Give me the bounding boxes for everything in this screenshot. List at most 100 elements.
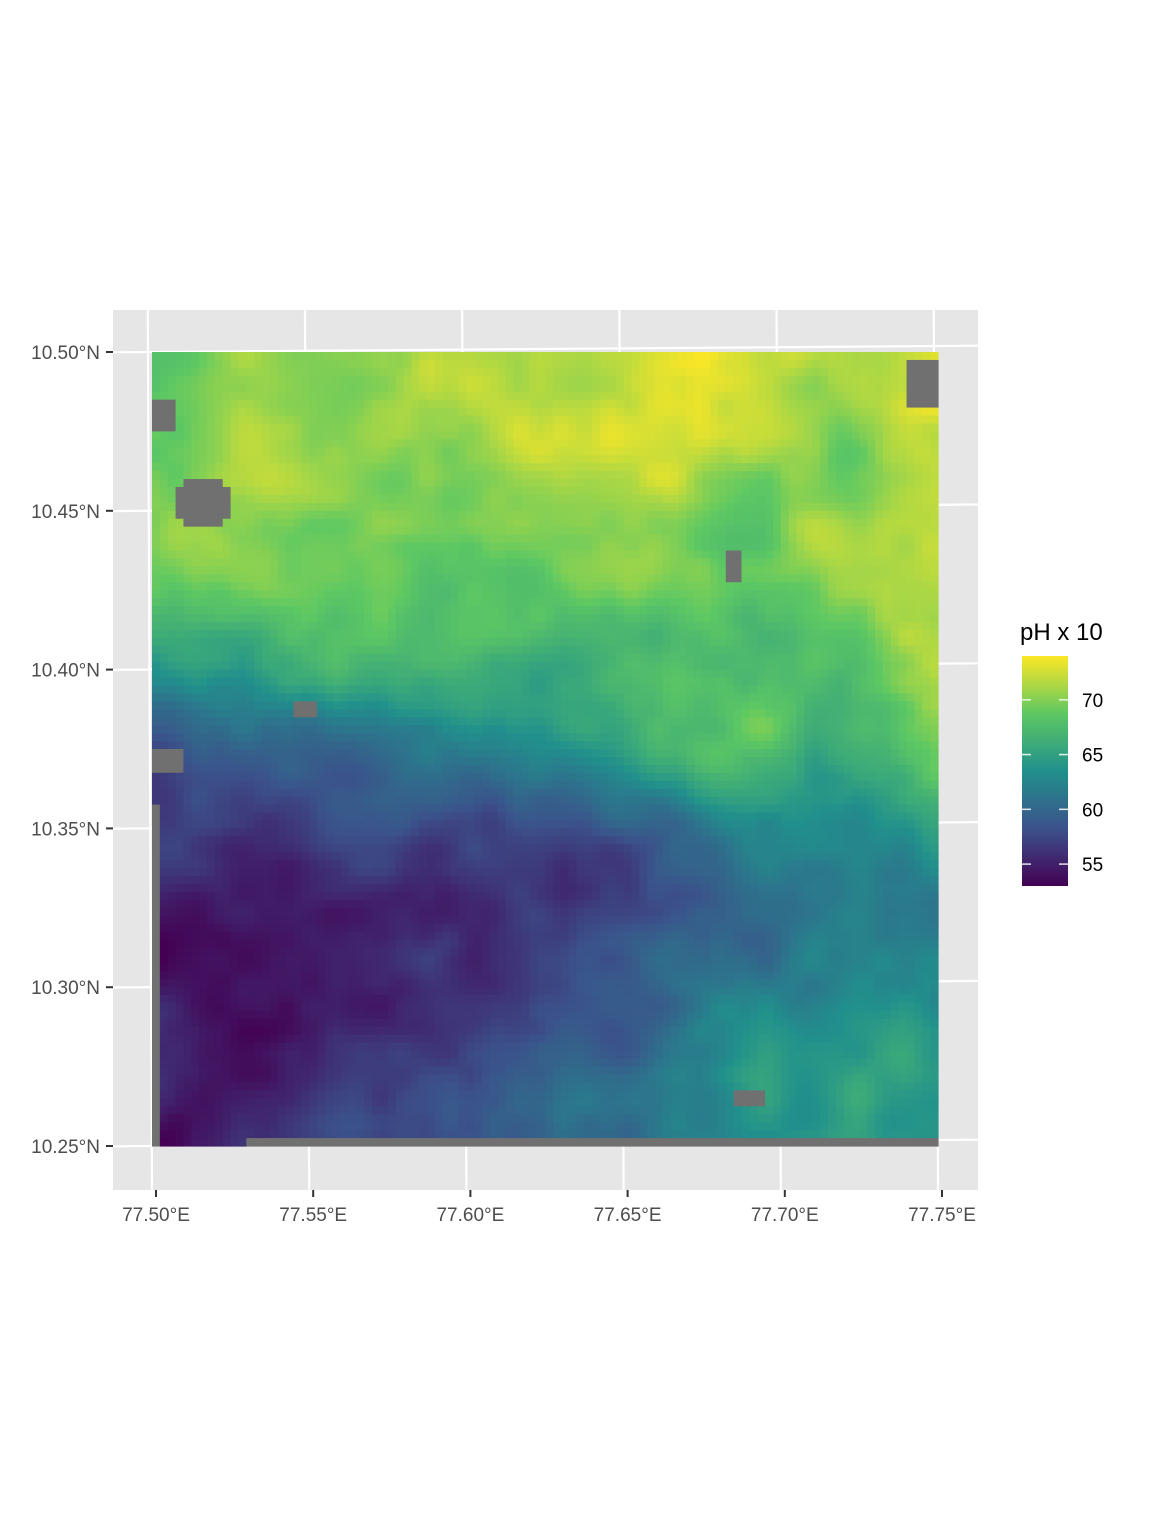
raster-cell bbox=[372, 399, 381, 409]
raster-cell bbox=[576, 574, 585, 583]
raster-cell bbox=[820, 407, 829, 417]
raster-cell bbox=[497, 479, 507, 488]
raster-cell bbox=[639, 717, 648, 726]
raster-cell bbox=[655, 471, 664, 480]
raster-cell bbox=[152, 598, 161, 607]
raster-cell bbox=[647, 471, 656, 480]
raster-cell bbox=[419, 479, 428, 488]
raster-cell bbox=[694, 415, 703, 425]
raster-cell bbox=[324, 606, 334, 615]
raster-cell bbox=[529, 510, 538, 520]
raster-cell bbox=[765, 629, 774, 639]
raster-cell bbox=[238, 479, 247, 488]
raster-cell bbox=[207, 582, 216, 591]
raster-cell bbox=[600, 582, 609, 591]
raster-cell bbox=[835, 637, 845, 647]
raster-cell bbox=[427, 653, 436, 663]
raster-cell bbox=[702, 510, 711, 520]
raster-cell bbox=[560, 518, 570, 528]
raster-cell bbox=[505, 566, 515, 575]
raster-cell bbox=[765, 486, 774, 496]
raster-cell bbox=[466, 510, 475, 520]
raster-cell bbox=[364, 614, 373, 623]
raster-cell bbox=[340, 677, 350, 687]
raster-cell bbox=[568, 550, 578, 560]
raster-cell bbox=[513, 375, 523, 385]
raster-cell bbox=[537, 423, 546, 432]
raster-cell bbox=[521, 431, 530, 440]
raster-cell bbox=[175, 598, 185, 607]
raster-cell bbox=[694, 479, 703, 488]
raster-cell bbox=[497, 367, 507, 377]
raster-cell bbox=[686, 685, 695, 695]
raster-cell bbox=[607, 367, 617, 377]
raster-cell bbox=[796, 486, 805, 496]
raster-cell bbox=[521, 669, 530, 679]
raster-cell bbox=[230, 637, 240, 647]
raster-cell bbox=[262, 399, 271, 409]
raster-cell bbox=[906, 359, 916, 369]
raster-cell bbox=[395, 447, 405, 456]
raster-cell bbox=[372, 566, 381, 575]
raster-cell bbox=[372, 486, 381, 496]
raster-cell bbox=[427, 407, 436, 417]
raster-cell bbox=[183, 693, 192, 702]
raster-cell bbox=[301, 582, 310, 591]
raster-cell bbox=[796, 518, 805, 528]
raster-cell bbox=[757, 637, 766, 647]
raster-cell bbox=[419, 502, 428, 512]
raster-cell bbox=[607, 614, 617, 623]
raster-cell bbox=[576, 383, 585, 393]
raster-cell bbox=[741, 606, 750, 615]
raster-cell bbox=[545, 423, 554, 432]
raster-cell bbox=[238, 471, 247, 480]
raster-cell bbox=[489, 534, 499, 544]
raster-cell bbox=[332, 367, 342, 377]
raster-cell bbox=[780, 566, 790, 575]
raster-cell bbox=[293, 439, 302, 448]
raster-cell bbox=[639, 375, 648, 385]
raster-cell bbox=[647, 518, 656, 528]
raster-cell bbox=[513, 399, 523, 409]
raster-cell bbox=[922, 733, 931, 742]
raster-cell bbox=[372, 685, 381, 695]
raster-cell bbox=[914, 407, 923, 417]
raster-cell bbox=[914, 574, 923, 583]
raster-cell bbox=[356, 606, 365, 615]
raster-cell bbox=[214, 352, 224, 361]
raster-cell bbox=[238, 582, 247, 591]
raster-cell bbox=[191, 733, 200, 742]
raster-cell bbox=[631, 447, 640, 456]
raster-cell bbox=[631, 685, 640, 695]
raster-cell bbox=[914, 415, 923, 425]
raster-cell bbox=[450, 669, 460, 679]
raster-cell bbox=[788, 359, 798, 369]
raster-cell bbox=[175, 375, 185, 385]
raster-cell bbox=[277, 471, 287, 480]
raster-cell bbox=[702, 693, 711, 702]
raster-cell bbox=[489, 606, 499, 615]
raster-cell bbox=[317, 510, 326, 520]
raster-cell bbox=[670, 463, 680, 472]
raster-cell bbox=[552, 566, 562, 575]
raster-cell bbox=[662, 407, 672, 417]
raster-cell bbox=[592, 590, 601, 599]
raster-cell bbox=[647, 645, 656, 655]
raster-cell bbox=[183, 645, 192, 655]
raster-cell bbox=[450, 574, 460, 583]
raster-cell bbox=[670, 685, 680, 695]
raster-cell bbox=[505, 653, 515, 663]
raster-cell bbox=[167, 574, 177, 583]
raster-cell bbox=[482, 550, 491, 560]
raster-cell bbox=[356, 621, 365, 631]
raster-cell bbox=[788, 383, 798, 393]
raster-cell bbox=[285, 582, 295, 591]
raster-cell bbox=[765, 447, 774, 456]
raster-cell bbox=[749, 542, 758, 552]
raster-cell bbox=[725, 741, 735, 750]
raster-cell bbox=[214, 359, 224, 369]
raster-cell bbox=[324, 574, 334, 583]
raster-cell bbox=[152, 399, 161, 409]
raster-cell bbox=[678, 701, 688, 710]
raster-cell bbox=[678, 415, 688, 425]
